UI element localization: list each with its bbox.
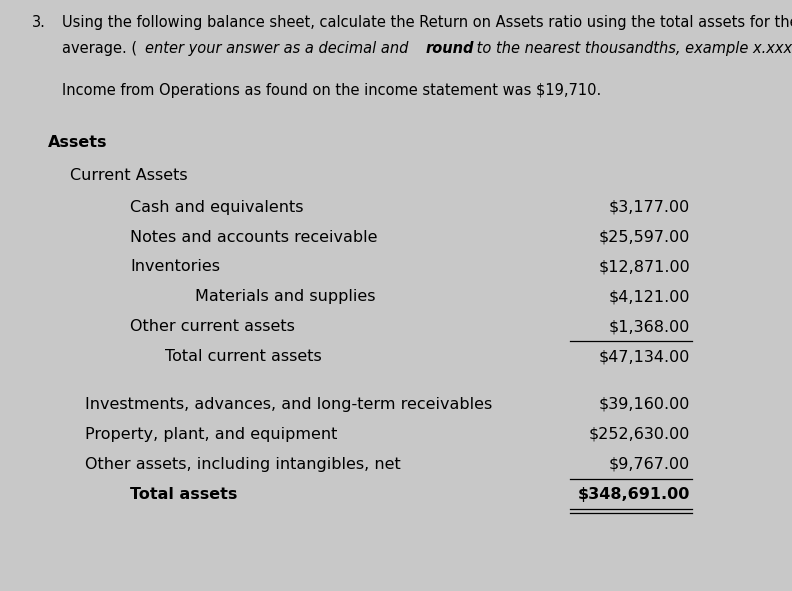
Text: $9,767.00: $9,767.00 xyxy=(609,457,690,472)
Text: round: round xyxy=(426,41,474,56)
Text: $1,368.00: $1,368.00 xyxy=(608,319,690,334)
Text: $252,630.00: $252,630.00 xyxy=(588,427,690,442)
Text: to the nearest thousandths, example x.xxx: to the nearest thousandths, example x.xx… xyxy=(472,41,792,56)
Text: Income from Operations as found on the income statement was $19,710.: Income from Operations as found on the i… xyxy=(62,83,601,98)
Text: Using the following balance sheet, calculate the Return on Assets ratio using th: Using the following balance sheet, calcu… xyxy=(62,15,792,30)
Text: Other assets, including intangibles, net: Other assets, including intangibles, net xyxy=(85,457,401,472)
Text: Property, plant, and equipment: Property, plant, and equipment xyxy=(85,427,337,442)
Text: $12,871.00: $12,871.00 xyxy=(598,259,690,274)
Text: Notes and accounts receivable: Notes and accounts receivable xyxy=(130,229,378,245)
Text: $4,121.00: $4,121.00 xyxy=(608,290,690,304)
Text: Assets: Assets xyxy=(48,135,108,150)
Text: $39,160.00: $39,160.00 xyxy=(599,397,690,412)
Text: Current Assets: Current Assets xyxy=(70,168,188,183)
Text: Materials and supplies: Materials and supplies xyxy=(195,290,375,304)
Text: $25,597.00: $25,597.00 xyxy=(599,229,690,245)
Text: Total assets: Total assets xyxy=(130,487,238,502)
Text: 3.: 3. xyxy=(32,15,46,30)
Text: average. (: average. ( xyxy=(62,41,137,56)
Text: enter your answer as a decimal and: enter your answer as a decimal and xyxy=(145,41,413,56)
Text: Inventories: Inventories xyxy=(130,259,220,274)
Text: Cash and equivalents: Cash and equivalents xyxy=(130,200,303,215)
Text: $348,691.00: $348,691.00 xyxy=(577,487,690,502)
Text: Investments, advances, and long-term receivables: Investments, advances, and long-term rec… xyxy=(85,397,493,412)
Text: $3,177.00: $3,177.00 xyxy=(609,200,690,215)
Text: Total current assets: Total current assets xyxy=(165,349,322,364)
Text: Other current assets: Other current assets xyxy=(130,319,295,334)
Text: $47,134.00: $47,134.00 xyxy=(599,349,690,364)
